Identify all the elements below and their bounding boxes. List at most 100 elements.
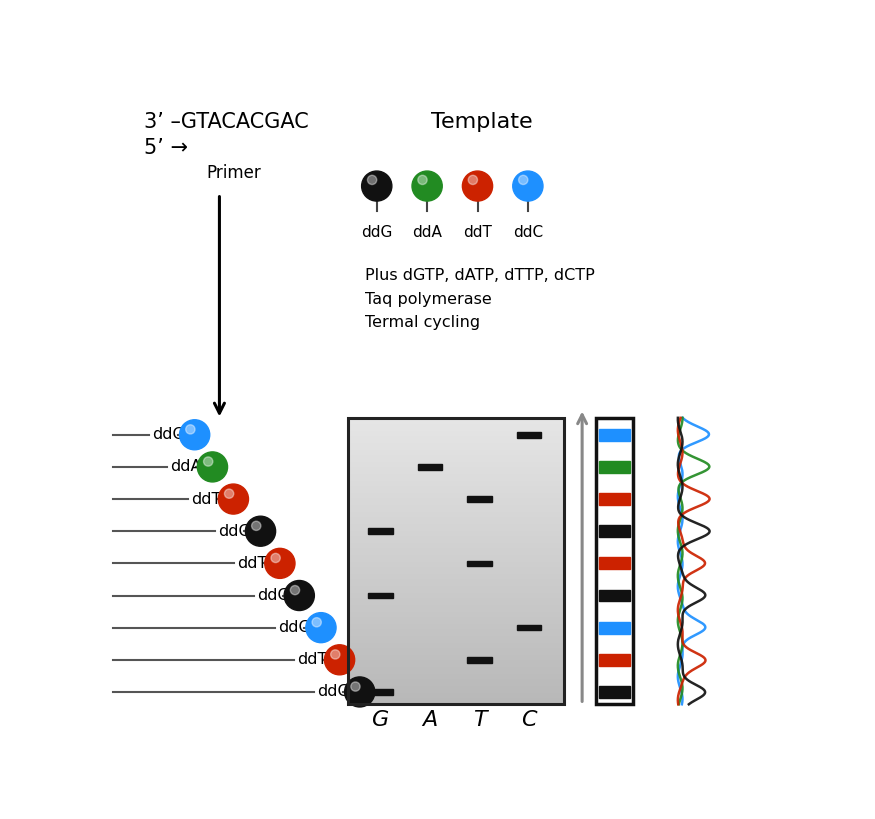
Bar — [348, 465, 564, 468]
Bar — [348, 520, 564, 523]
Bar — [348, 487, 564, 490]
Bar — [599, 429, 630, 441]
Circle shape — [519, 175, 528, 184]
Bar — [368, 528, 393, 534]
Circle shape — [179, 420, 210, 450]
Bar — [599, 622, 630, 634]
Bar — [348, 454, 564, 456]
Bar — [348, 671, 564, 673]
Bar — [348, 621, 564, 623]
Bar — [348, 606, 564, 609]
Bar — [599, 686, 630, 698]
Bar — [348, 695, 564, 697]
Bar — [348, 635, 564, 637]
Text: Plus dGTP, dATP, dTTP, dCTP
Taq polymerase
Termal cycling: Plus dGTP, dATP, dTTP, dCTP Taq polymera… — [365, 269, 595, 330]
Circle shape — [204, 457, 213, 466]
Bar — [348, 494, 564, 496]
Bar — [348, 504, 564, 506]
Bar — [348, 499, 564, 501]
Text: T: T — [473, 710, 487, 730]
Circle shape — [284, 581, 314, 610]
Text: ddT: ddT — [297, 652, 327, 667]
Bar — [348, 459, 564, 461]
Bar — [368, 689, 393, 695]
Bar — [348, 590, 564, 592]
Bar — [348, 511, 564, 514]
Text: ddA: ddA — [412, 224, 442, 240]
Bar — [348, 628, 564, 631]
Bar — [348, 446, 564, 449]
Bar — [348, 554, 564, 556]
Bar — [348, 580, 564, 582]
Bar — [596, 418, 633, 704]
Text: ddT: ddT — [463, 224, 492, 240]
Circle shape — [218, 484, 248, 514]
Bar — [348, 592, 564, 595]
Text: C: C — [522, 710, 536, 730]
Bar — [348, 571, 564, 573]
Circle shape — [331, 649, 340, 659]
Bar — [417, 464, 443, 469]
Bar — [348, 604, 564, 606]
Bar — [467, 657, 492, 663]
Bar — [348, 649, 564, 652]
Text: ddC: ddC — [278, 620, 310, 636]
Bar — [348, 623, 564, 626]
Bar — [348, 501, 564, 504]
Text: ddC: ddC — [513, 224, 542, 240]
Circle shape — [361, 171, 392, 201]
Bar — [348, 690, 564, 692]
Bar — [348, 523, 564, 525]
Bar — [348, 568, 564, 571]
Bar — [348, 576, 564, 577]
Bar — [348, 566, 564, 568]
Circle shape — [225, 489, 234, 498]
Bar — [599, 461, 630, 473]
Bar — [467, 496, 492, 502]
Bar — [348, 420, 564, 423]
Bar — [348, 673, 564, 676]
Bar — [348, 490, 564, 492]
Circle shape — [271, 554, 280, 563]
Bar — [348, 577, 564, 580]
Bar — [348, 425, 564, 428]
Bar — [368, 593, 393, 598]
Circle shape — [245, 516, 276, 546]
Bar — [348, 551, 564, 554]
Bar — [348, 561, 564, 563]
Bar — [348, 573, 564, 576]
Bar — [348, 582, 564, 585]
Circle shape — [325, 645, 354, 675]
Bar — [348, 645, 564, 647]
Bar — [348, 418, 564, 420]
Bar — [348, 514, 564, 516]
Circle shape — [351, 682, 360, 691]
Circle shape — [368, 175, 377, 184]
Bar — [348, 559, 564, 561]
Bar — [348, 597, 564, 600]
Text: 3’ –GTACACGAC: 3’ –GTACACGAC — [144, 112, 309, 132]
Bar — [348, 637, 564, 640]
Text: ddA: ddA — [170, 459, 201, 474]
Bar — [348, 659, 564, 661]
Bar — [348, 657, 564, 659]
Circle shape — [312, 618, 321, 627]
Bar — [348, 587, 564, 590]
Bar — [348, 616, 564, 618]
Bar — [599, 590, 630, 601]
Circle shape — [418, 175, 427, 184]
Bar — [348, 468, 564, 470]
Bar — [348, 542, 564, 545]
Bar — [348, 464, 564, 465]
Bar — [348, 496, 564, 499]
Bar — [348, 702, 564, 704]
Bar — [348, 654, 564, 657]
Bar — [348, 686, 564, 688]
Bar — [348, 439, 564, 441]
Text: ddG: ddG — [361, 224, 392, 240]
Bar — [348, 473, 564, 475]
Bar — [348, 492, 564, 494]
Bar — [348, 676, 564, 678]
Bar — [348, 545, 564, 547]
Bar — [348, 678, 564, 681]
